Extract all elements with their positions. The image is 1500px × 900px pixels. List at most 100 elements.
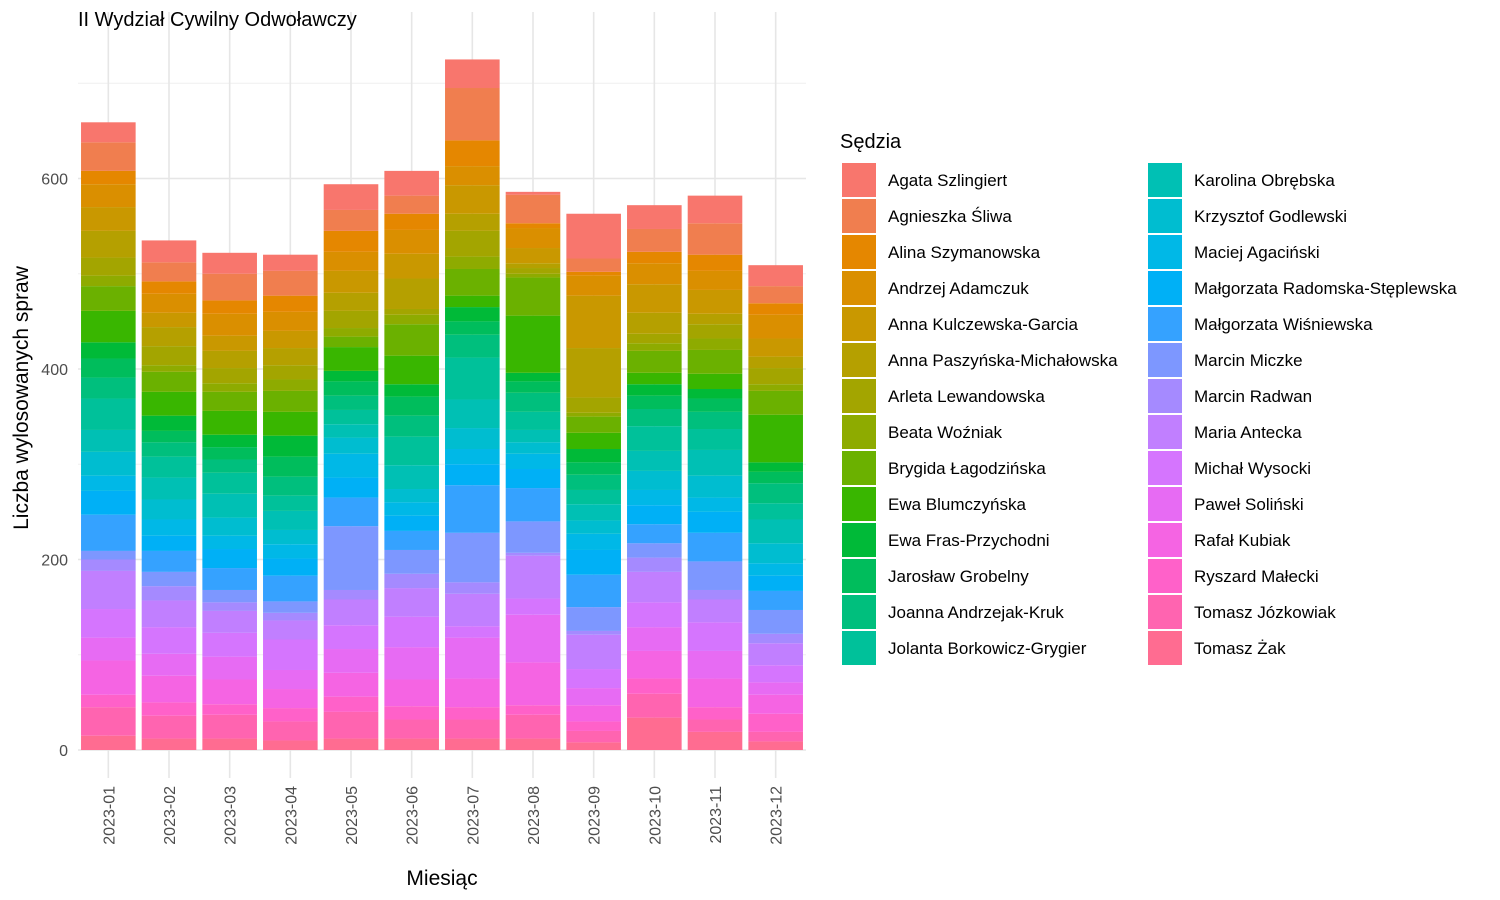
bar-segment — [141, 430, 197, 443]
bar-segment — [141, 415, 197, 431]
bar-segment — [748, 265, 803, 287]
legend-label: Ewa Blumczyńska — [888, 495, 1026, 514]
bar-segment — [323, 310, 379, 329]
bar-segment — [445, 256, 500, 269]
bar-segment — [384, 384, 439, 397]
bar-segment — [263, 575, 318, 602]
x-tick-label: 2023-08 — [526, 786, 543, 845]
bar-segment — [323, 395, 379, 410]
bar-segment — [687, 475, 743, 498]
bar-segment — [202, 252, 257, 274]
bar-segment — [445, 230, 500, 257]
bar-segment — [445, 593, 500, 627]
bar-segment — [202, 434, 257, 448]
bar-segment — [687, 589, 743, 600]
bar-segment — [505, 223, 561, 229]
legend-swatch — [1148, 379, 1182, 413]
bar-segment — [627, 678, 682, 694]
bar-segment — [384, 355, 439, 385]
y-tick-label: 200 — [41, 553, 68, 570]
bar-segment — [505, 555, 561, 599]
bar-segment — [263, 311, 318, 331]
bar-segment — [687, 561, 743, 590]
bar-segment — [687, 389, 743, 399]
bar-segment — [566, 213, 621, 259]
legend-swatch — [1148, 595, 1182, 629]
bar-segment — [384, 396, 439, 416]
bar-segment — [141, 550, 197, 572]
bar-segment — [566, 607, 621, 631]
bar-segment — [141, 262, 197, 282]
bar-segment — [384, 679, 439, 707]
bar-segment — [81, 170, 136, 185]
bar-segment — [687, 532, 743, 562]
legend-label: Maciej Agaciński — [1194, 243, 1320, 262]
bar-segment — [384, 170, 439, 196]
bar-segment — [445, 532, 500, 583]
bar-segment — [566, 721, 621, 731]
bar-segment — [566, 742, 621, 750]
bar-segment — [81, 475, 136, 491]
bar-segment — [384, 489, 439, 503]
y-tick-label: 400 — [41, 362, 68, 379]
bar-segment — [384, 415, 439, 437]
bar-segment — [566, 432, 621, 450]
bars — [81, 59, 803, 750]
bar-segment — [384, 719, 439, 739]
legend-label: Michał Wysocki — [1194, 459, 1311, 478]
bar-segment — [263, 476, 318, 496]
bar-segment — [81, 660, 136, 695]
legend-swatch — [1148, 487, 1182, 521]
bar-segment — [627, 543, 682, 558]
bar-segment — [202, 391, 257, 411]
bar-segment — [566, 669, 621, 689]
bar-segment — [141, 715, 197, 739]
bar-segment — [566, 416, 621, 433]
bar-segment — [566, 462, 621, 475]
bar-segment — [505, 248, 561, 264]
bar-segment — [627, 251, 682, 264]
bar-segment — [81, 609, 136, 638]
bar-segment — [505, 194, 561, 224]
x-tick-label: 2023-05 — [344, 786, 361, 845]
bar-segment — [687, 429, 743, 450]
bar-segment — [445, 626, 500, 638]
bar-segment — [687, 324, 743, 339]
bar-segment — [202, 602, 257, 611]
legend-swatch — [842, 307, 876, 341]
bar-segment — [384, 213, 439, 230]
bar-segment — [748, 384, 803, 391]
bar-segment — [505, 411, 561, 430]
legend-swatch — [1148, 343, 1182, 377]
bar-segment — [627, 409, 682, 427]
bar-segment — [202, 568, 257, 590]
bar-segment — [263, 639, 318, 670]
legend-label: Anna Kulczewska-Garcia — [888, 315, 1078, 334]
bar-segment — [202, 493, 257, 518]
bar-segment — [384, 616, 439, 648]
bar-segment — [627, 384, 682, 396]
legend-label: Agnieszka Śliwa — [888, 207, 1012, 226]
bar-segment — [687, 719, 743, 732]
bar-segment — [81, 550, 136, 560]
bar-segment — [81, 637, 136, 661]
bar-segment — [202, 656, 257, 680]
bar-segment — [202, 410, 257, 435]
bar-segment — [627, 228, 682, 252]
bar-segment — [323, 599, 379, 626]
bar-segment — [81, 122, 136, 143]
bar-segment — [748, 741, 803, 750]
legend-label: Maria Antecka — [1194, 423, 1302, 442]
bar-segment — [384, 530, 439, 550]
bar-segment — [141, 442, 197, 457]
bar-segment — [81, 559, 136, 571]
bar-segment — [81, 358, 136, 378]
bar-segment — [505, 714, 561, 739]
legend-label: Jarosław Grobelny — [888, 567, 1029, 586]
bar-segment — [505, 429, 561, 443]
bar-segment — [687, 289, 743, 314]
bar-segment — [627, 602, 682, 628]
bar-segment — [263, 721, 318, 741]
bar-segment — [202, 535, 257, 550]
bar-segment — [384, 436, 439, 466]
